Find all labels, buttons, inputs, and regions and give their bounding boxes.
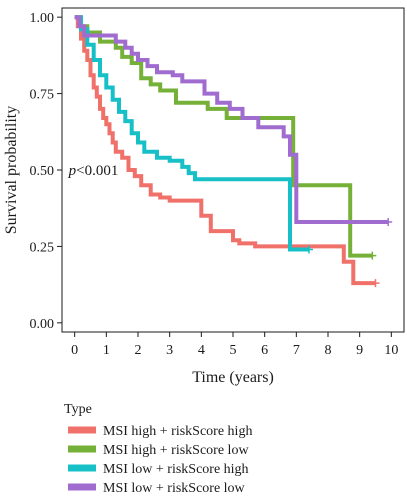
x-axis-title: Time (years) — [192, 369, 274, 386]
x-tick-label: 4 — [198, 343, 205, 358]
series-line-3 — [74, 15, 389, 224]
legend-title: Type — [64, 402, 92, 417]
x-tick-label: 10 — [384, 343, 398, 358]
axes: 0 1 2 3 4 5 6 7 8 9 10 0.00 0.25 0.50 0.75 1.00 — [30, 11, 399, 358]
censor-mark-3 — [384, 217, 393, 226]
legend-label-2: MSI low + riskScore high — [103, 462, 249, 477]
p-value-text: <0.001 — [76, 163, 118, 179]
y-tick-label: 0.25 — [30, 240, 55, 255]
x-tick-label: 1 — [103, 343, 110, 358]
legend-items: MSI high + riskScore high MSI high + risk… — [68, 424, 252, 496]
survival-curves — [74, 15, 393, 288]
legend-label-1: MSI high + riskScore low — [103, 443, 249, 458]
x-tick-label: 7 — [293, 343, 300, 358]
y-tick-label: 0.00 — [30, 317, 55, 332]
x-tick-label: 8 — [325, 343, 332, 358]
p-value-annotation: p<0.001 — [68, 163, 119, 179]
y-tick-label: 1.00 — [30, 11, 55, 26]
censor-mark-0 — [371, 279, 380, 288]
y-tick-label: 0.75 — [30, 88, 55, 103]
y-axis-title: Survival probability — [3, 106, 20, 234]
x-tick-label: 0 — [71, 343, 78, 358]
x-tick-label: 2 — [135, 343, 142, 358]
legend-label-3: MSI low + riskScore low — [103, 481, 246, 496]
x-tick-label: 9 — [356, 343, 363, 358]
censor-mark-1 — [368, 251, 377, 260]
series-line-1 — [74, 15, 373, 258]
legend-label-0: MSI high + riskScore high — [103, 424, 252, 439]
series-line-0 — [74, 15, 376, 286]
x-tick-label: 3 — [166, 343, 173, 358]
p-value-prefix: p — [68, 163, 77, 179]
y-tick-label: 0.50 — [30, 164, 55, 179]
x-tick-label: 6 — [261, 343, 268, 358]
series-line-2 — [74, 15, 309, 252]
censor-mark-2 — [305, 245, 313, 254]
x-tick-label: 5 — [230, 343, 237, 358]
